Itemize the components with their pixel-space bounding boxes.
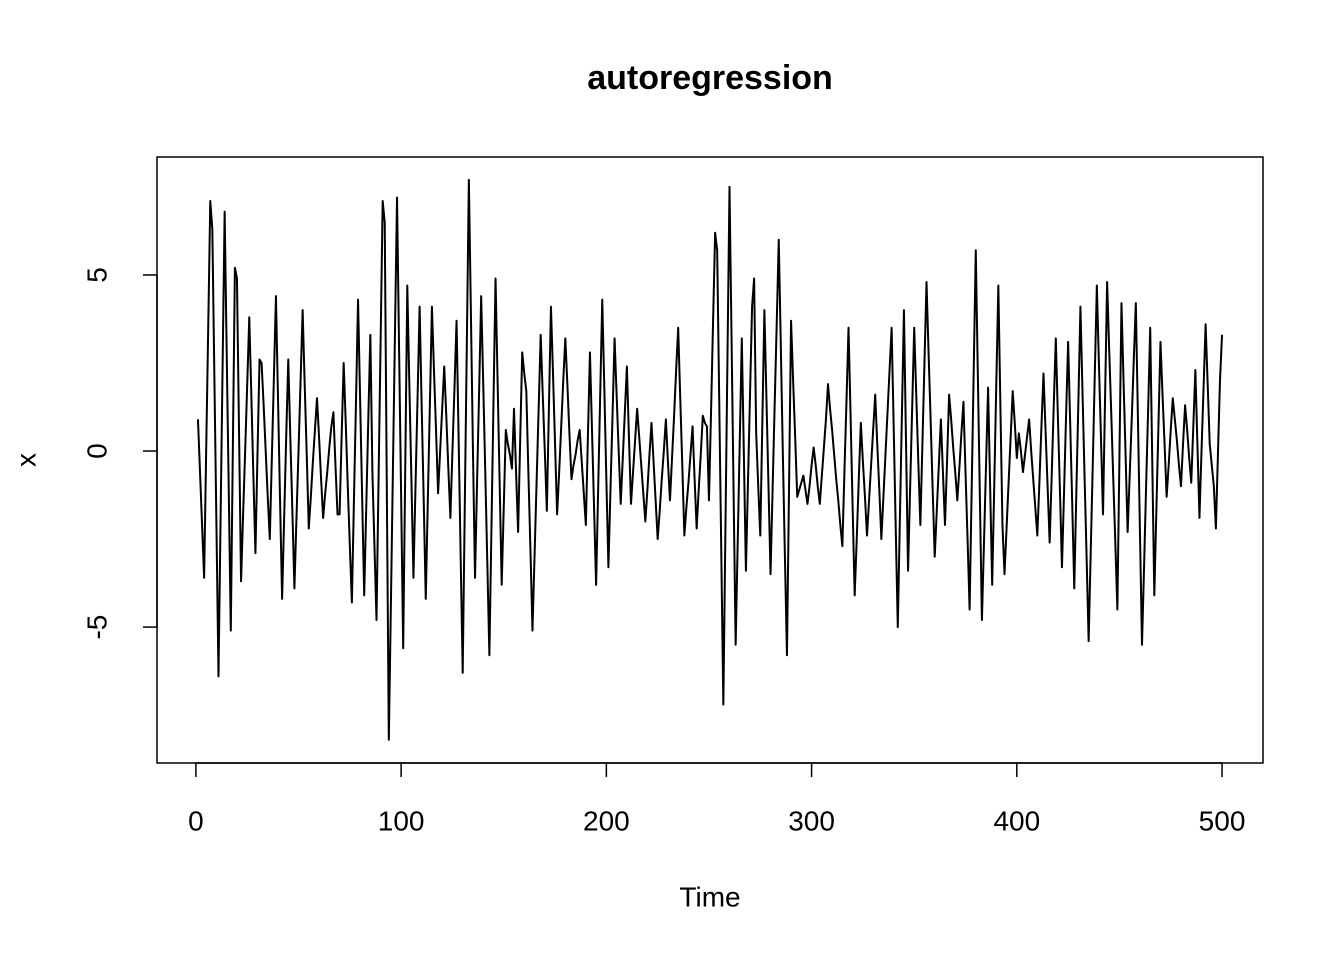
x-tick-label: 100 [378, 805, 425, 836]
x-tick-label: 500 [1199, 805, 1246, 836]
series-line [196, 178, 1224, 741]
x-tick-label: 0 [188, 805, 204, 836]
x-tick-label: 400 [993, 805, 1040, 836]
x-axis-title: Time [679, 881, 740, 912]
y-tick-label: 5 [81, 267, 112, 283]
chart-title: autoregression [587, 59, 833, 97]
y-tick-label: -5 [81, 615, 112, 640]
x-tick-label: 200 [583, 805, 630, 836]
x-tick-label: 300 [788, 805, 835, 836]
y-tick-label: 0 [81, 443, 112, 459]
y-axis-title: x [10, 453, 41, 467]
